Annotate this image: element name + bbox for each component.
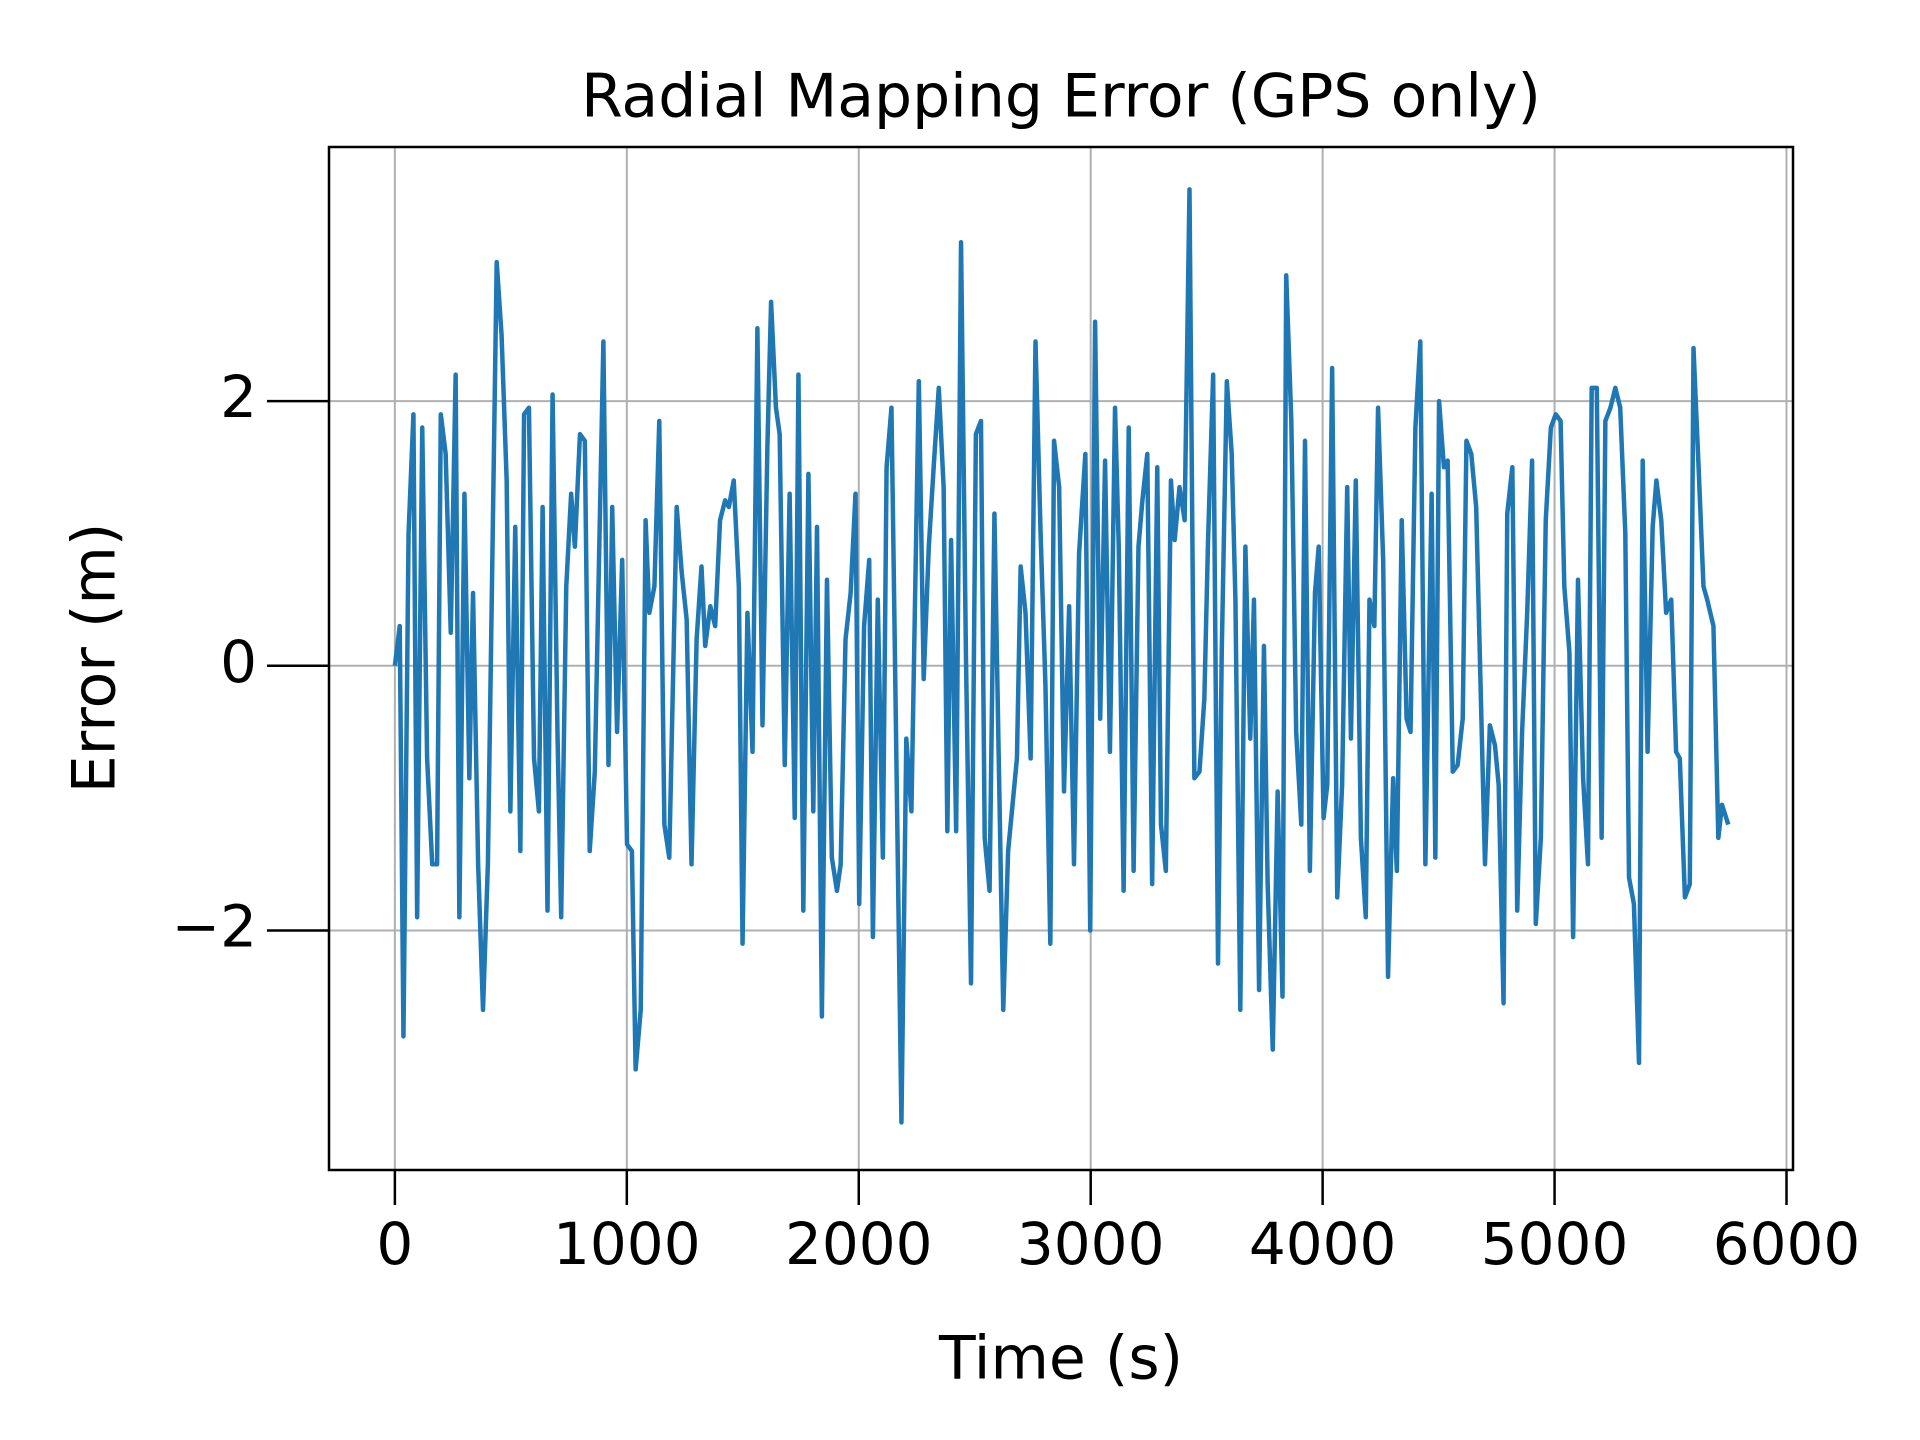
y-tick-label: 0	[220, 628, 257, 696]
y-axis-label: Error (m)	[60, 523, 130, 794]
x-tick-label: 1000	[553, 1210, 701, 1278]
x-tick-label: 2000	[785, 1210, 933, 1278]
chart-title: Radial Mapping Error (GPS only)	[581, 62, 1541, 132]
x-tick-label: 0	[376, 1210, 413, 1278]
data-line	[392, 187, 1731, 1125]
x-tick-label: 3000	[1017, 1210, 1165, 1278]
y-tick-label: −2	[172, 893, 258, 961]
x-tick-label: 5000	[1481, 1210, 1629, 1278]
y-tick-label: 2	[220, 363, 257, 431]
plot-frame	[327, 145, 1795, 1172]
x-tick-label: 6000	[1713, 1210, 1861, 1278]
x-tick-label: 4000	[1249, 1210, 1397, 1278]
x-axis-label: Time (s)	[938, 1324, 1183, 1394]
